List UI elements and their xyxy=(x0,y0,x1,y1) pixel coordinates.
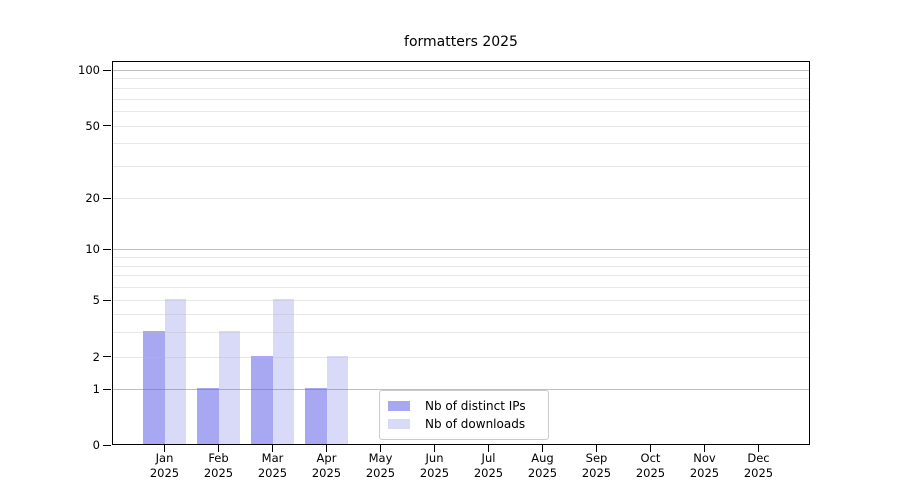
y-tick-label: 20 xyxy=(85,191,100,206)
x-tick-mark xyxy=(541,445,544,452)
plot-area: Nb of distinct IPs Nb of downloads xyxy=(112,61,810,445)
y-tick-mark xyxy=(103,356,111,358)
y-tick-label: 5 xyxy=(92,293,100,307)
bar-feb-downloads xyxy=(218,330,240,444)
x-tick-mark xyxy=(217,445,220,452)
x-tick-label: Feb 2025 xyxy=(203,451,234,480)
x-tick-label: May 2025 xyxy=(365,451,396,480)
x-tick-mark xyxy=(487,445,490,452)
y-tick-mark xyxy=(103,197,111,199)
x-tick-label: Nov 2025 xyxy=(689,451,720,480)
x-tick-label: Jul 2025 xyxy=(473,451,504,480)
y-tick-label: 50 xyxy=(85,118,100,133)
x-tick-mark xyxy=(163,445,166,452)
x-tick-label: Mar 2025 xyxy=(257,451,288,480)
x-tick-label: Jan 2025 xyxy=(149,451,180,480)
x-tick-mark xyxy=(433,445,436,452)
bar-jan-distinct-ips xyxy=(143,330,165,444)
bar-feb-distinct-ips xyxy=(197,388,219,444)
bar-jan-downloads xyxy=(164,299,186,444)
y-tick-mark xyxy=(103,388,111,390)
legend-label: Nb of downloads xyxy=(425,416,526,431)
x-tick-label: Aug 2025 xyxy=(527,451,558,480)
y-tick-label: 0 xyxy=(92,438,100,452)
y-tick-mark xyxy=(103,444,111,446)
legend-row: Nb of distinct IPs xyxy=(388,398,540,413)
chart-title: formatters 2025 xyxy=(404,34,518,50)
y-tick-label: 100 xyxy=(78,63,100,77)
x-tick-mark xyxy=(595,445,598,452)
x-tick-label: Jun 2025 xyxy=(419,451,450,480)
x-tick-label: Apr 2025 xyxy=(311,451,342,480)
x-tick-label: Oct 2025 xyxy=(635,451,666,480)
legend-swatch-distinct-ips xyxy=(388,401,410,411)
x-tick-mark xyxy=(649,445,652,452)
legend-label: Nb of distinct IPs xyxy=(425,398,526,413)
x-tick-mark xyxy=(379,445,382,452)
y-tick-mark xyxy=(103,299,111,301)
y-tick-mark xyxy=(103,125,111,127)
x-tick-label: Sep 2025 xyxy=(581,451,612,480)
bar-mar-downloads xyxy=(272,299,294,444)
bar-apr-downloads xyxy=(326,355,348,444)
x-tick-mark xyxy=(325,445,328,452)
legend-row: Nb of downloads xyxy=(388,416,540,431)
x-tick-mark xyxy=(757,445,760,452)
y-tick-label: 2 xyxy=(92,349,100,364)
y-tick-mark xyxy=(103,69,111,71)
x-tick-mark xyxy=(271,445,274,452)
legend-swatch-downloads xyxy=(388,419,410,429)
y-tick-mark xyxy=(103,248,111,250)
y-tick-label: 10 xyxy=(85,242,100,257)
bar-mar-distinct-ips xyxy=(251,355,273,444)
x-tick-mark xyxy=(703,445,706,452)
bars-layer xyxy=(113,62,809,444)
x-tick-label: Dec 2025 xyxy=(743,451,774,480)
legend: Nb of distinct IPs Nb of downloads xyxy=(379,390,549,440)
bar-apr-distinct-ips xyxy=(305,388,327,444)
y-tick-label: 1 xyxy=(92,382,100,396)
